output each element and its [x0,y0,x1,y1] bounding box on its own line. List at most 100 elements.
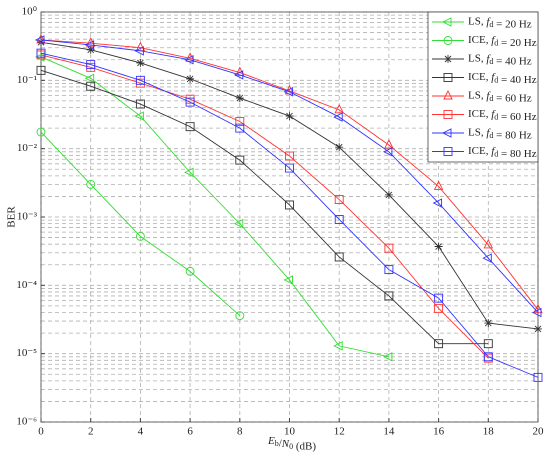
legend-label: ICE, fd = 20 Hz [468,34,537,49]
y-tick-label: 10⁻² [17,142,38,154]
legend-marker [441,128,452,138]
data-point [185,122,195,132]
x-tick-label: 12 [334,426,345,438]
data-point [135,75,145,85]
data-point [483,238,494,249]
data-point [233,70,244,80]
data-point [184,55,194,65]
legend-marker [443,147,453,156]
data-point [333,341,343,351]
data-point [382,352,393,362]
data-point [135,231,145,241]
y-tick-label: 10⁻³ [17,211,38,223]
x-tick-label: 0 [38,426,44,438]
legend-marker [443,36,453,45]
data-point [235,311,245,321]
data-point [334,215,344,224]
data-point [235,155,245,165]
data-point [382,147,393,157]
data-point [36,48,46,58]
data-point [184,167,194,178]
data-point [483,352,493,362]
data-point [136,58,145,67]
data-point [334,103,344,114]
data-point [135,99,145,109]
data-point [36,127,46,137]
data-point [483,339,493,349]
data-point [186,74,195,83]
data-point [434,293,444,303]
data-point [185,266,195,276]
x-tick-label: 4 [138,426,144,438]
data-point [185,97,195,107]
data-point [432,198,443,208]
x-tick-label: 6 [187,426,193,438]
x-tick-label: 20 [533,426,545,438]
data-point [86,45,95,54]
series-line [40,39,539,313]
data-point [434,242,443,251]
data-point [285,151,294,161]
data-point [384,291,394,301]
legend-marker [443,89,453,100]
data-point [84,73,95,84]
data-point [334,195,344,205]
legend-label: LS, fd = 60 Hz [468,90,532,105]
data-point [482,253,492,263]
data-point [285,200,294,210]
series-line [40,69,489,345]
data-point [384,265,394,275]
legend-marker [443,73,453,82]
legend-label: LS, fd = 40 Hz [468,53,532,68]
legend-label: LS, fd = 20 Hz [468,16,532,31]
data-point [434,303,444,313]
series-line [40,52,539,378]
legend-marker [441,17,452,27]
x-tick-label: 16 [433,426,445,438]
x-tick-label: 10 [284,426,296,438]
legend-marker [444,55,452,63]
data-point [86,179,96,189]
data-point [531,307,542,318]
x-tick-label: 8 [237,426,243,438]
data-point [283,87,293,97]
data-point [384,139,394,149]
data-point [484,319,493,328]
data-point [86,60,96,70]
data-point [384,243,394,253]
y-axis-label: BER [6,206,18,228]
y-tick-label: 10⁻⁶ [16,416,37,428]
data-point [233,218,244,229]
data-point [333,112,343,122]
data-point [85,37,96,47]
data-point [235,94,244,103]
y-tick-label: 10⁻⁵ [16,347,37,359]
x-tick-label: 2 [88,426,94,438]
y-tick-label: 10⁻⁴ [16,279,37,291]
data-point [534,324,542,333]
data-point [334,252,344,262]
y-tick-label: 10⁰ [22,6,38,18]
legend-label: ICE, fd = 80 Hz [468,145,537,160]
legend-marker [443,110,453,119]
data-point [134,46,144,56]
legend-label: ICE, fd = 60 Hz [468,108,537,123]
data-point [433,180,444,190]
data-point [84,40,95,50]
data-point [384,190,393,199]
data-point [134,111,144,121]
data-point [86,81,96,91]
series-line [40,56,389,358]
data-point [285,112,294,121]
data-point [283,275,293,285]
x-tick-label: 14 [383,426,395,438]
data-point [335,143,344,152]
legend-label: LS, fd = 80 Hz [468,127,532,142]
series-line [40,131,241,316]
series-line [40,54,489,359]
data-point [235,117,245,126]
data-point [36,65,46,75]
data-point [235,123,245,133]
y-tick-label: 10⁻¹ [17,74,37,86]
